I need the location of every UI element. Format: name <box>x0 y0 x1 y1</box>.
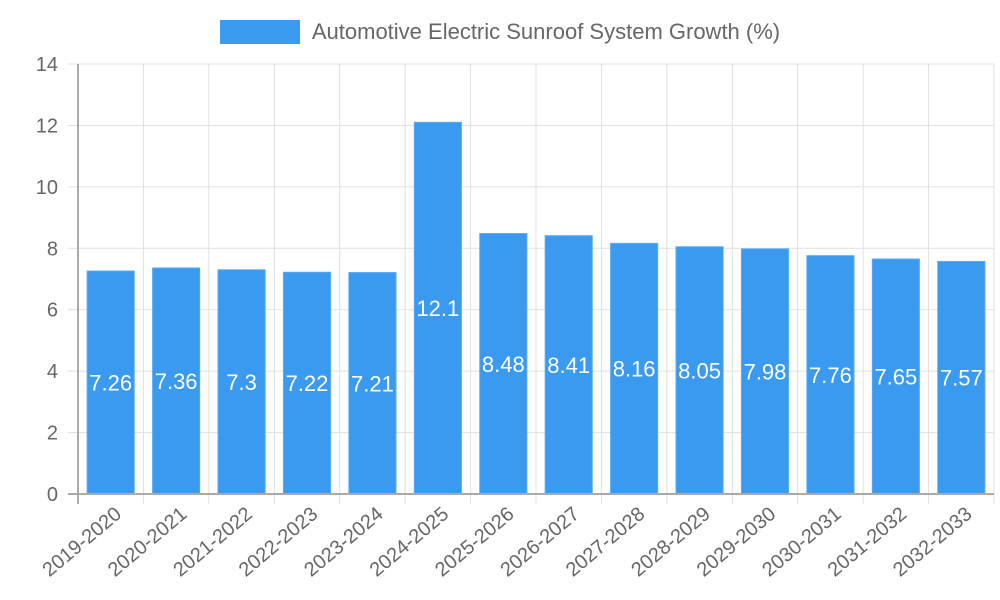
bar-series <box>86 121 986 495</box>
bar <box>740 248 790 495</box>
bar <box>610 242 659 495</box>
data-label: 8.41 <box>547 353 590 378</box>
data-label: 7.26 <box>89 371 132 396</box>
data-label: 7.22 <box>286 371 329 396</box>
legend-swatch <box>219 20 300 44</box>
bar <box>871 258 920 495</box>
bar <box>217 269 266 495</box>
bar <box>152 267 201 495</box>
y-tick-label: 4 <box>47 361 58 383</box>
data-label: 7.36 <box>155 369 198 394</box>
y-tick-label: 6 <box>47 300 58 322</box>
y-axis-tick-labels: 0 2 4 6 8 10 12 14 <box>36 54 58 506</box>
data-label: 7.76 <box>809 363 852 388</box>
data-label: 7.98 <box>744 359 787 384</box>
bar <box>86 270 135 495</box>
bar <box>544 235 593 495</box>
legend-label: Automotive Electric Sunroof System Growt… <box>311 19 781 44</box>
bar <box>937 260 986 495</box>
data-label: 7.57 <box>940 366 983 391</box>
y-tick-label: 8 <box>47 238 58 260</box>
y-tick-label: 2 <box>47 423 58 445</box>
bar <box>675 246 724 495</box>
bar <box>413 121 462 495</box>
bar <box>479 233 528 495</box>
data-label: 8.48 <box>482 352 525 377</box>
y-tick-label: 0 <box>47 484 58 506</box>
data-label: 7.65 <box>874 365 917 390</box>
data-label: 7.21 <box>351 371 394 396</box>
y-tick-label: 14 <box>36 54 58 76</box>
data-label: 8.16 <box>613 357 656 382</box>
bar <box>806 255 855 495</box>
y-tick-label: 10 <box>36 177 58 199</box>
data-label: 7.3 <box>226 370 257 395</box>
data-labels: 7.26 7.36 7.3 7.22 7.21 12.1 8.48 8.41 8.16 8.05 7… <box>89 296 982 396</box>
axes <box>68 64 994 504</box>
data-label: 12.1 <box>416 296 459 321</box>
x-axis-tick-labels: 2019-20202020-20212021-20222022-20232023… <box>39 503 977 581</box>
bar <box>348 272 397 495</box>
y-tick-label: 12 <box>36 115 58 137</box>
grid-lines <box>68 63 995 504</box>
data-label: 8.05 <box>678 358 721 383</box>
chart-legend[interactable]: Automotive Electric Sunroof System Growt… <box>0 19 1000 45</box>
bar <box>282 271 332 495</box>
